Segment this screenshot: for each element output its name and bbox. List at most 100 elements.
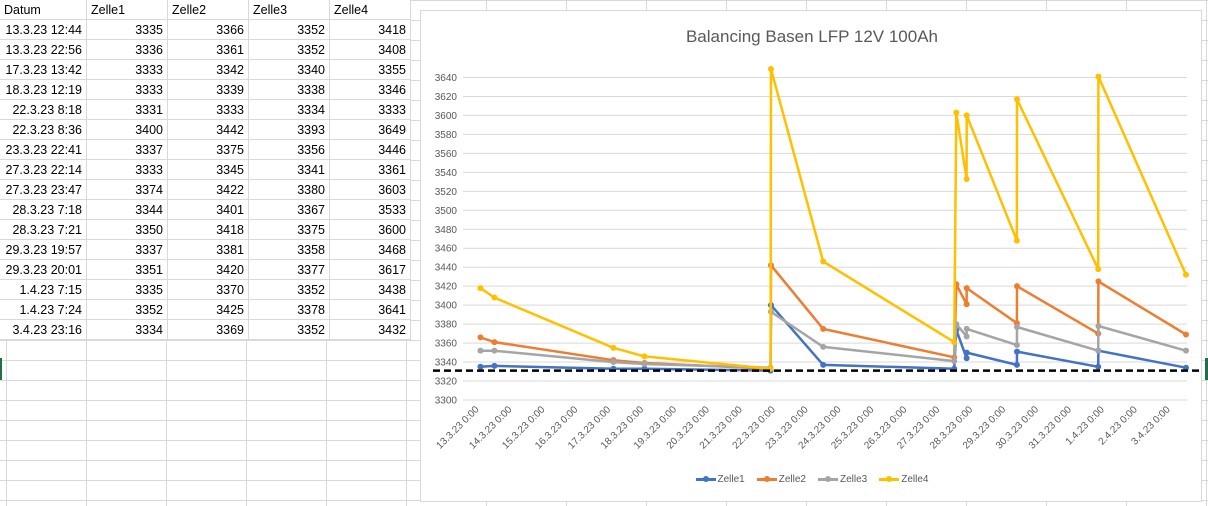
cell-zelle4[interactable]: 3438 — [329, 279, 411, 300]
cell-zelle1[interactable]: 3333 — [86, 159, 168, 180]
cell-date[interactable]: 22.3.23 8:18 — [0, 99, 87, 120]
cell-zelle2[interactable]: 3425 — [167, 299, 249, 320]
legend-item-zelle3[interactable]: Zelle3 — [818, 474, 867, 485]
cell-zelle4[interactable]: 3446 — [329, 139, 411, 160]
cell-zelle1[interactable]: 3337 — [86, 239, 168, 260]
cell-zelle4[interactable]: 3649 — [329, 119, 411, 140]
cell-zelle3[interactable]: 3378 — [248, 299, 330, 320]
cell-date[interactable]: 27.3.23 22:14 — [0, 159, 87, 180]
table-row: 29.3.23 19:57 3337 3381 3358 3468 — [0, 239, 411, 260]
cell-date[interactable]: 28.3.23 7:21 — [0, 219, 87, 240]
data-point-zelle4 — [1013, 237, 1020, 244]
cell-zelle4[interactable]: 3641 — [329, 299, 411, 320]
cell-zelle4[interactable]: 3603 — [329, 179, 411, 200]
cell-zelle2[interactable]: 3369 — [167, 319, 249, 340]
cell-zelle4[interactable]: 3361 — [329, 159, 411, 180]
cell-zelle4[interactable]: 3468 — [329, 239, 411, 260]
cell-zelle2[interactable]: 3375 — [167, 139, 249, 160]
header-zelle3[interactable]: Zelle3 — [248, 0, 330, 20]
cell-zelle1[interactable]: 3334 — [86, 319, 168, 340]
cell-zelle1[interactable]: 3333 — [86, 79, 168, 100]
cell-date[interactable]: 27.3.23 23:47 — [0, 179, 87, 200]
legend-item-zelle4[interactable]: Zelle4 — [879, 474, 929, 485]
cell-date[interactable]: 29.3.23 19:57 — [0, 239, 87, 260]
cell-zelle1[interactable]: 3352 — [86, 299, 168, 320]
table-row: 29.3.23 20:01 3351 3420 3377 3617 — [0, 259, 411, 280]
cell-zelle4[interactable]: 3333 — [329, 99, 411, 120]
legend-item-zelle2[interactable]: Zelle2 — [756, 474, 806, 485]
data-point-zelle3 — [1095, 323, 1102, 330]
cell-zelle3[interactable]: 3341 — [248, 159, 330, 180]
y-tick-label: 3400 — [435, 301, 458, 312]
cell-zelle2[interactable]: 3361 — [167, 39, 249, 60]
cell-date[interactable]: 23.3.23 22:41 — [0, 139, 87, 160]
legend-item-zelle1[interactable]: Zelle1 — [695, 474, 745, 485]
cell-zelle3[interactable]: 3377 — [248, 259, 330, 280]
cell-date[interactable]: 1.4.23 7:24 — [0, 299, 87, 320]
cell-zelle3[interactable]: 3393 — [248, 119, 330, 140]
cell-zelle2[interactable]: 3366 — [167, 19, 249, 40]
cell-date[interactable]: 18.3.23 12:19 — [0, 79, 87, 100]
cell-zelle3[interactable]: 3352 — [248, 319, 330, 340]
cell-date[interactable]: 13.3.23 22:56 — [0, 39, 87, 60]
cell-zelle2[interactable]: 3420 — [167, 259, 249, 280]
cell-zelle3[interactable]: 3352 — [248, 19, 330, 40]
cell-zelle3[interactable]: 3334 — [248, 99, 330, 120]
cell-zelle4[interactable]: 3533 — [329, 199, 411, 220]
cell-date[interactable]: 17.3.23 13:42 — [0, 59, 87, 80]
cell-zelle2[interactable]: 3442 — [167, 119, 249, 140]
cell-zelle3[interactable]: 3367 — [248, 199, 330, 220]
cell-date[interactable]: 28.3.23 7:18 — [0, 199, 87, 220]
header-zelle1[interactable]: Zelle1 — [86, 0, 168, 20]
cell-zelle2[interactable]: 3333 — [167, 99, 249, 120]
cell-zelle2[interactable]: 3339 — [167, 79, 249, 100]
cell-zelle1[interactable]: 3351 — [86, 259, 168, 280]
cell-zelle1[interactable]: 3335 — [86, 19, 168, 40]
header-datum[interactable]: Datum — [0, 0, 87, 20]
cell-zelle3[interactable]: 3358 — [248, 239, 330, 260]
header-zelle4[interactable]: Zelle4 — [329, 0, 411, 20]
cell-zelle4[interactable]: 3355 — [329, 59, 411, 80]
cell-zelle4[interactable]: 3432 — [329, 319, 411, 340]
cell-date[interactable]: 13.3.23 12:44 — [0, 19, 87, 40]
cell-zelle3[interactable]: 3380 — [248, 179, 330, 200]
cell-zelle4[interactable]: 3617 — [329, 259, 411, 280]
cell-date[interactable]: 22.3.23 8:36 — [0, 119, 87, 140]
line-chart[interactable]: Balancing Basen LFP 12V 100Ah 3300 3320 33… — [420, 10, 1203, 502]
cell-zelle2[interactable]: 3370 — [167, 279, 249, 300]
cell-zelle2[interactable]: 3342 — [167, 59, 249, 80]
cell-zelle2[interactable]: 3381 — [167, 239, 249, 260]
cell-zelle1[interactable]: 3333 — [86, 59, 168, 80]
cell-zelle3[interactable]: 3356 — [248, 139, 330, 160]
cell-date[interactable]: 3.4.23 23:16 — [0, 319, 87, 340]
cell-zelle1[interactable]: 3337 — [86, 139, 168, 160]
cell-zelle4[interactable]: 3346 — [329, 79, 411, 100]
header-zelle2[interactable]: Zelle2 — [167, 0, 249, 20]
cell-zelle1[interactable]: 3350 — [86, 219, 168, 240]
y-tick-label: 3640 — [435, 73, 458, 84]
cell-zelle3[interactable]: 3375 — [248, 219, 330, 240]
cell-zelle2[interactable]: 3345 — [167, 159, 249, 180]
cell-zelle1[interactable]: 3336 — [86, 39, 168, 60]
cell-zelle4[interactable]: 3408 — [329, 39, 411, 60]
cell-zelle4[interactable]: 3418 — [329, 19, 411, 40]
cell-zelle3[interactable]: 3338 — [248, 79, 330, 100]
cell-zelle3[interactable]: 3340 — [248, 59, 330, 80]
cell-zelle3[interactable]: 3352 — [248, 279, 330, 300]
cell-zelle1[interactable]: 3335 — [86, 279, 168, 300]
cell-zelle2[interactable]: 3422 — [167, 179, 249, 200]
cell-zelle1[interactable]: 3331 — [86, 99, 168, 120]
data-point-zelle1 — [1182, 364, 1189, 371]
cell-zelle2[interactable]: 3418 — [167, 219, 249, 240]
cell-zelle1[interactable]: 3344 — [86, 199, 168, 220]
cell-date[interactable]: 29.3.23 20:01 — [0, 259, 87, 280]
cell-zelle2[interactable]: 3401 — [167, 199, 249, 220]
cell-zelle4[interactable]: 3600 — [329, 219, 411, 240]
series-line-zelle2 — [480, 264, 1187, 370]
series-line-zelle3 — [480, 310, 1187, 369]
cell-zelle1[interactable]: 3374 — [86, 179, 168, 200]
data-point-zelle2 — [1182, 331, 1189, 338]
cell-zelle1[interactable]: 3400 — [86, 119, 168, 140]
cell-zelle3[interactable]: 3352 — [248, 39, 330, 60]
cell-date[interactable]: 1.4.23 7:15 — [0, 279, 87, 300]
